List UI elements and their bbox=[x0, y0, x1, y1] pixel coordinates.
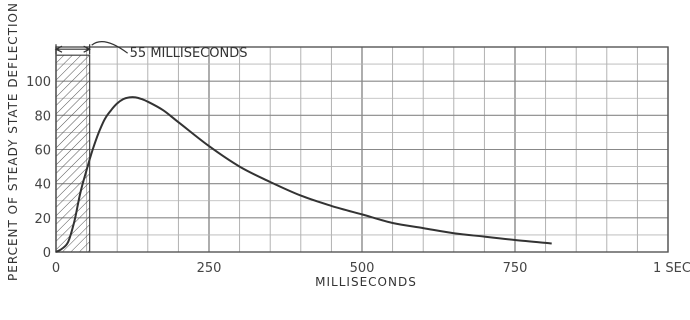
y-axis-label: PERCENT OF STEADY STATE DEFLECTION bbox=[6, 2, 20, 281]
x-tick-label: 250 bbox=[197, 261, 222, 276]
x-tick-label: 500 bbox=[350, 261, 375, 276]
annotation: 55 MILLISECONDS bbox=[54, 41, 248, 61]
x-tick-label: 750 bbox=[503, 261, 528, 276]
plot-frame bbox=[55, 46, 669, 253]
y-tick-label: 60 bbox=[34, 144, 51, 159]
y-tick-labels: 0 20 40 60 80 100 bbox=[26, 75, 51, 261]
y-tick-label: 20 bbox=[34, 212, 51, 227]
x-axis-label: MILLISECONDS bbox=[315, 275, 417, 289]
y-tick-label: 40 bbox=[34, 178, 51, 193]
annotation-leader bbox=[91, 41, 129, 54]
y-tick-label: 100 bbox=[26, 75, 51, 90]
shaded-region-55ms bbox=[55, 54, 91, 253]
annotation-bracket bbox=[54, 44, 92, 55]
grid bbox=[55, 46, 669, 253]
annotation-text: 55 MILLISECONDS bbox=[130, 46, 248, 61]
x-tick-label: 0 bbox=[52, 261, 60, 276]
plot-border bbox=[55, 46, 669, 253]
x-tick-label: 1 SEC bbox=[653, 261, 690, 276]
y-tick-label: 80 bbox=[34, 109, 51, 124]
series-line bbox=[55, 96, 552, 253]
x-tick-labels: 0 250 500 750 1 SEC bbox=[52, 261, 690, 276]
y-tick-label: 0 bbox=[43, 246, 51, 261]
